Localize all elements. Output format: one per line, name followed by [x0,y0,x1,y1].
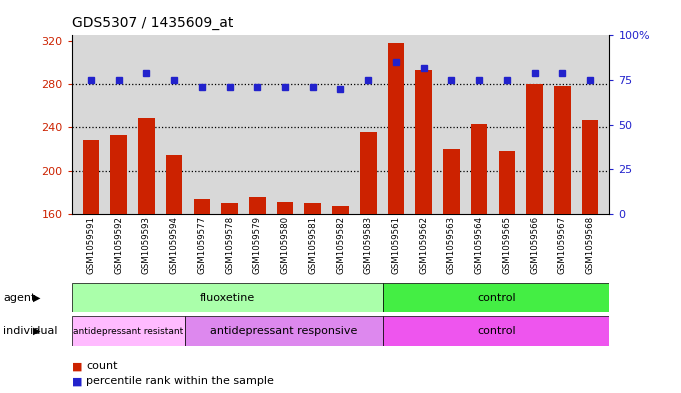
Bar [383,283,609,312]
Text: percentile rank within the sample: percentile rank within the sample [86,376,274,386]
Bar [82,140,99,387]
Text: control: control [477,326,516,336]
Bar [471,124,488,387]
Bar [360,132,377,387]
Bar [387,43,405,387]
Bar [110,135,127,387]
Text: individual: individual [3,326,58,336]
Text: antidepressant responsive: antidepressant responsive [210,326,358,336]
Text: ■: ■ [72,361,82,371]
Bar [415,70,432,387]
Bar [498,151,516,387]
Text: GDS5307 / 1435609_at: GDS5307 / 1435609_at [72,16,233,30]
Bar [165,154,183,387]
Bar [72,283,383,312]
Bar [249,197,266,387]
Text: count: count [86,361,118,371]
Text: control: control [477,293,516,303]
Bar [72,316,185,346]
Bar [443,149,460,387]
Text: ■: ■ [72,376,82,386]
Bar [185,316,383,346]
Text: fluoxetine: fluoxetine [200,293,255,303]
Text: agent: agent [3,293,36,303]
Text: ▶: ▶ [33,326,40,336]
Bar [582,120,599,387]
Text: antidepressant resistant: antidepressant resistant [73,327,183,336]
Bar [526,84,543,387]
Bar [276,202,294,387]
Bar [193,199,210,387]
Bar [304,203,321,387]
Bar [383,316,609,346]
Bar [221,203,238,387]
Bar [138,118,155,387]
Text: ▶: ▶ [33,293,40,303]
Bar [554,86,571,387]
Bar [332,206,349,387]
